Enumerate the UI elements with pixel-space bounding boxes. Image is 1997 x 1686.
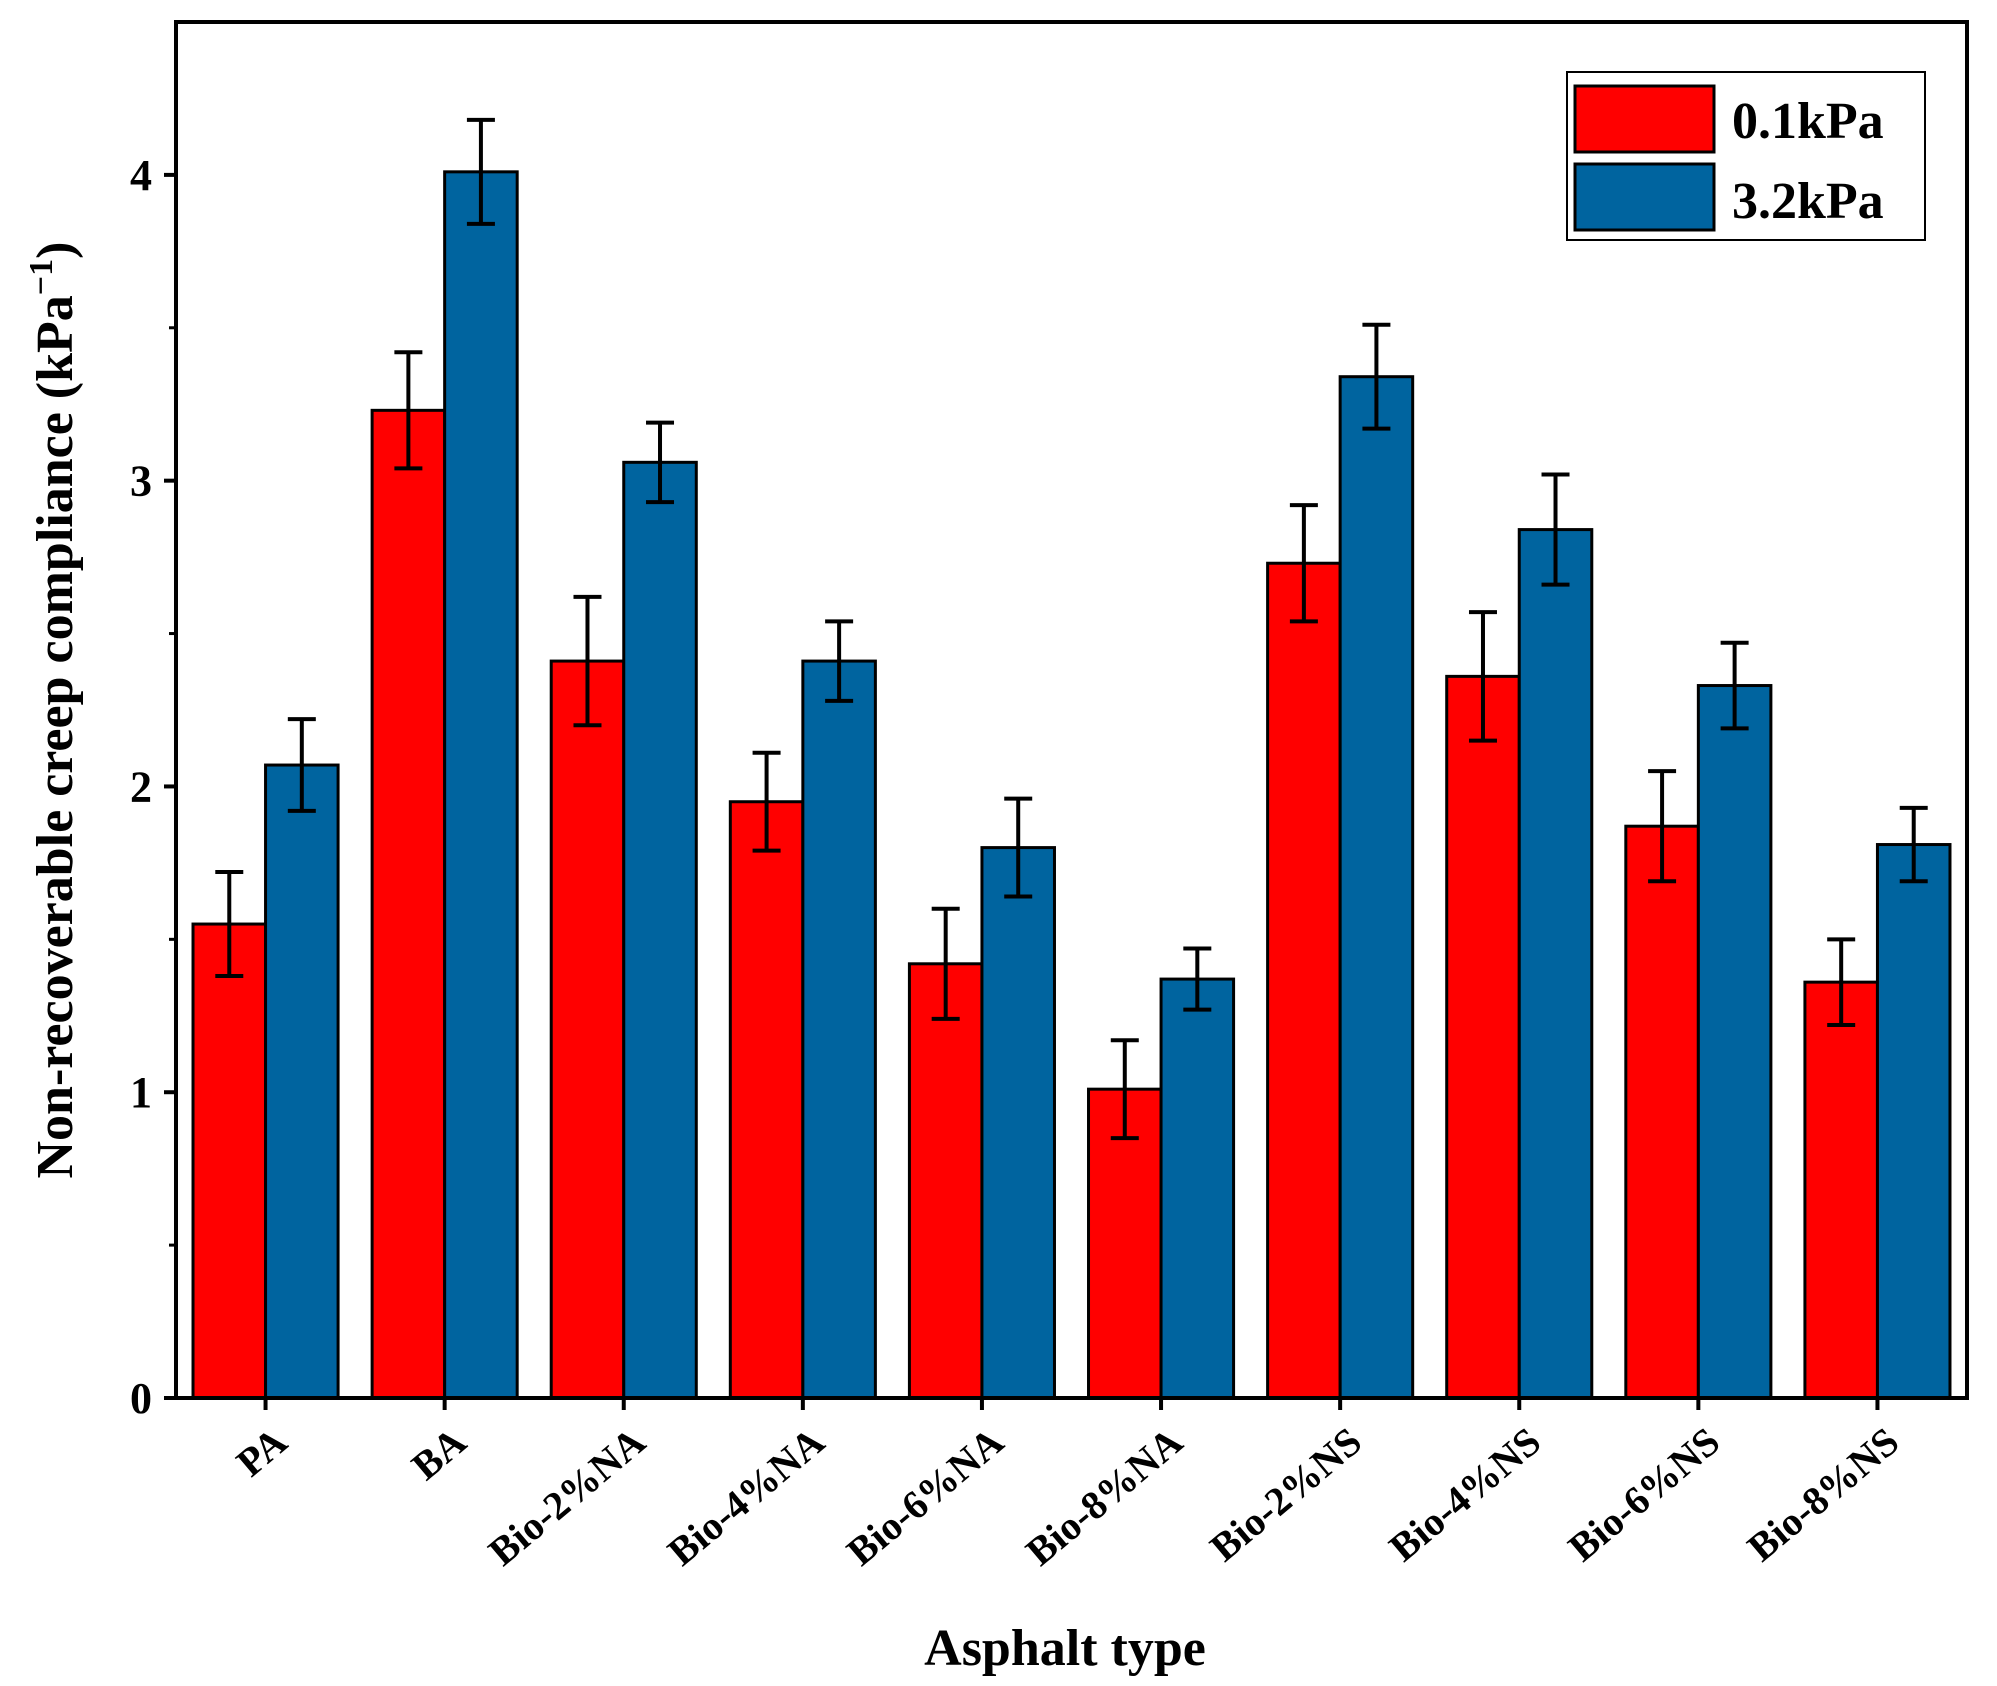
bar-1-5 <box>907 962 984 1400</box>
y-tick-label-2: 1 <box>130 1068 152 1117</box>
bars-layer <box>191 170 1952 1400</box>
error-bars-layer <box>215 117 1928 1141</box>
bar-2-3 <box>622 460 698 1400</box>
bar-1-9 <box>1624 824 1700 1400</box>
bar-2-7 <box>1338 375 1415 1400</box>
bar-2-9 <box>1696 684 1773 1400</box>
y-tick-label-5: 4 <box>130 151 152 200</box>
bar-1-7 <box>1266 561 1342 1400</box>
legend-label-series-2: 3.2kPa <box>1732 173 1884 230</box>
bar-2-4 <box>801 659 877 1400</box>
plot-frame <box>174 20 1969 1400</box>
bar-2-2 <box>443 170 519 1400</box>
legend-swatch-series-1 <box>1573 84 1716 154</box>
bar-2-8 <box>1517 528 1594 1400</box>
y-tick-label-1: 0 <box>130 1374 152 1423</box>
bar-1-8 <box>1445 674 1521 1400</box>
bar-2-5 <box>980 846 1056 1400</box>
y-axis-unit-close: ) <box>27 242 84 259</box>
y-tick-label-4: 3 <box>130 457 152 506</box>
bar-2-1 <box>264 763 340 1400</box>
x-axis-title: Asphalt type <box>924 1620 1206 1677</box>
bar-1-1 <box>191 922 268 1400</box>
legend-label-series-1: 0.1kPa <box>1732 93 1884 150</box>
y-axis-unit-exponent: −1 <box>23 259 60 295</box>
bar-1-4 <box>728 800 805 1400</box>
bar-1-3 <box>549 659 626 1400</box>
bar-2-10 <box>1875 843 1952 1400</box>
y-axis-title: Non-recoverable creep compliance (kPa−1) <box>23 242 84 1179</box>
y-tick-label-3: 2 <box>130 762 152 811</box>
bar-1-2 <box>370 408 447 1400</box>
bar-2-6 <box>1159 977 1236 1400</box>
y-axis-ticks: 0 1 2 3 4 <box>130 151 176 1423</box>
bar-1-10 <box>1803 980 1879 1400</box>
legend-swatch-series-2 <box>1573 162 1716 232</box>
legend: 0.1kPa 3.2kPa <box>1566 71 1926 241</box>
